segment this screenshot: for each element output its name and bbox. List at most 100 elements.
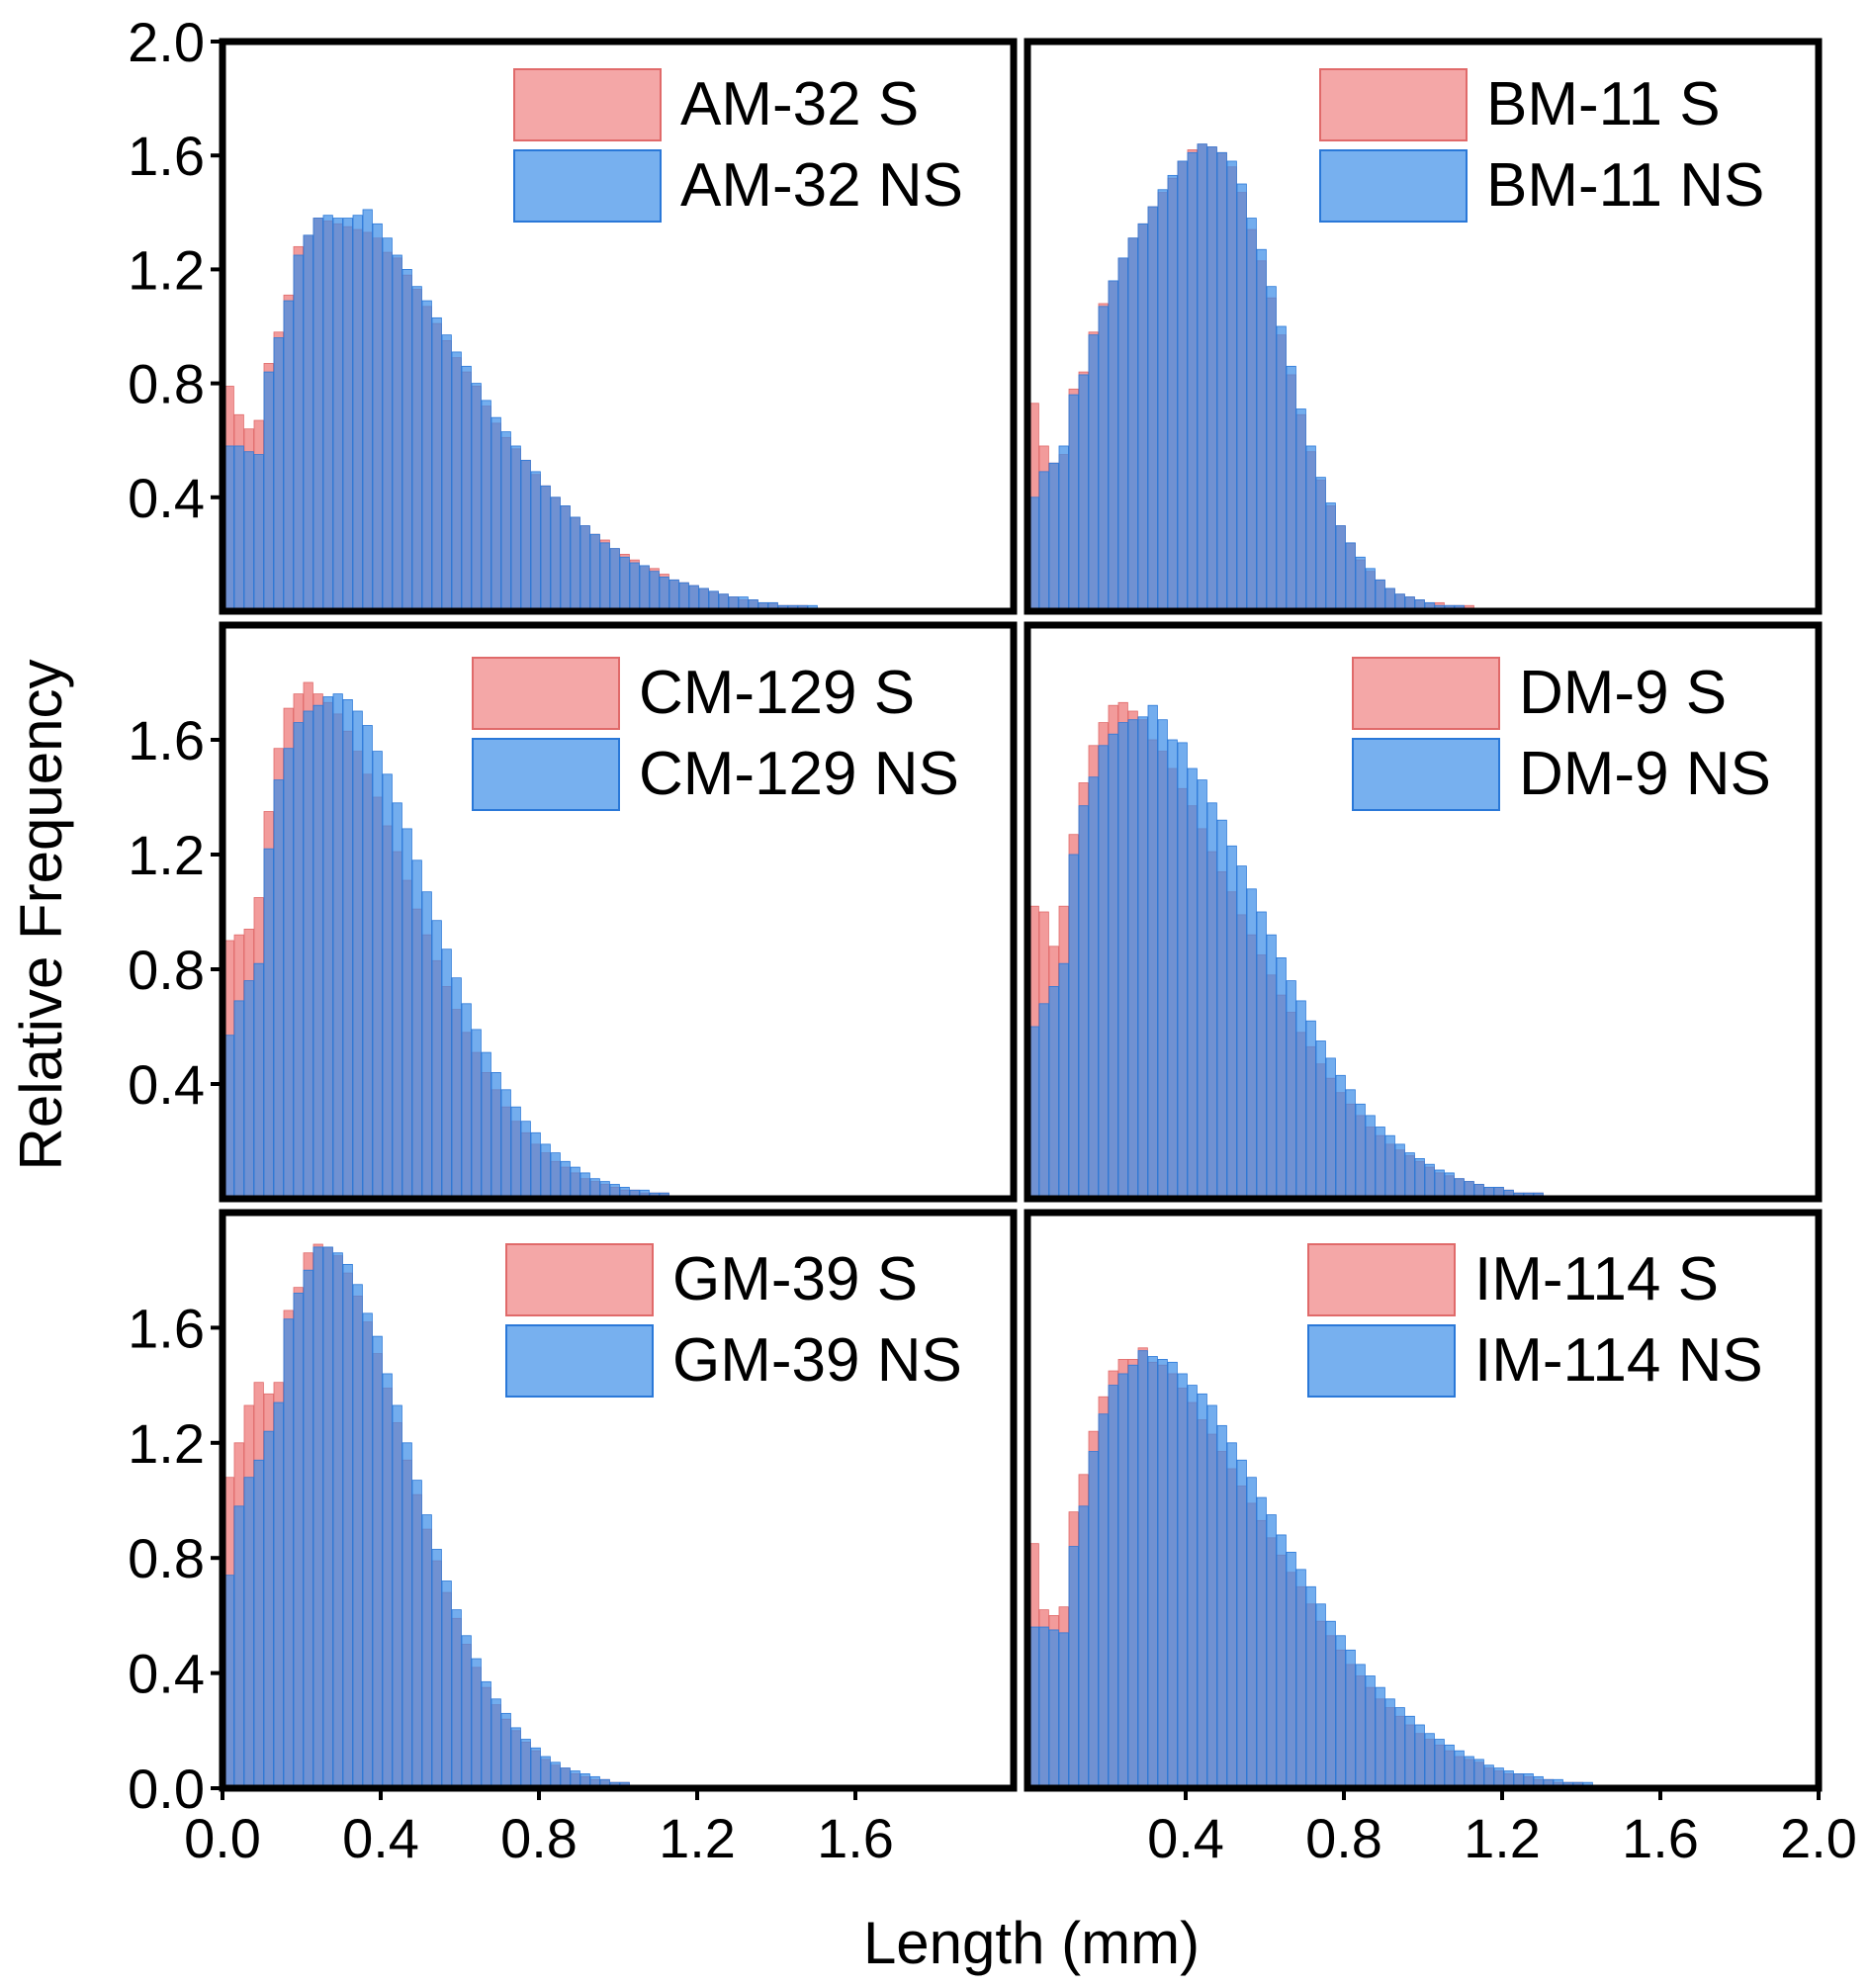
- bar-ns: [342, 1263, 353, 1789]
- bar-ns: [471, 383, 482, 612]
- bar-ns: [1038, 1003, 1049, 1200]
- bar-ns: [1276, 957, 1287, 1200]
- bar-ns: [461, 1635, 472, 1789]
- bar-ns: [1177, 742, 1188, 1200]
- bar-ns: [1187, 1385, 1198, 1789]
- bar-ns: [668, 579, 679, 612]
- bar-ns: [1127, 719, 1138, 1200]
- bar-ns: [1098, 306, 1109, 612]
- bar-ns: [1236, 865, 1247, 1200]
- y-tick-label: 2.0: [128, 11, 205, 73]
- bar-ns: [352, 1284, 363, 1789]
- bar-ns: [1325, 1057, 1336, 1200]
- bar-ns: [1454, 1750, 1465, 1789]
- bar-ns: [1137, 223, 1148, 612]
- bar-ns: [1088, 1451, 1099, 1789]
- x-tick-label: 0.4: [342, 1807, 419, 1869]
- bar-ns: [1177, 160, 1188, 612]
- panel-5: 0.0 0.4 0.8 1.2 1.6 0.0 0.4 0.8 1.2 1.6 GM-39 S GM-…: [128, 1209, 1018, 1869]
- bar-ns: [322, 215, 333, 612]
- bar-ns: [1404, 1152, 1415, 1200]
- bar-ns: [1365, 568, 1376, 612]
- bar-ns: [619, 556, 630, 612]
- bar-ns: [530, 1131, 541, 1200]
- y-tick-label: 1.6: [128, 1297, 205, 1359]
- bar-ns: [1434, 1739, 1445, 1789]
- bar-ns: [1068, 854, 1079, 1200]
- bar-ns: [253, 454, 264, 612]
- bar-ns: [1256, 248, 1267, 612]
- bar-ns: [411, 286, 422, 612]
- bar-ns: [1335, 1074, 1346, 1200]
- bar-ns: [1365, 1675, 1376, 1789]
- bar-ns: [1375, 1127, 1385, 1200]
- panel-4: DM-9 S DM-9 NS: [1024, 621, 1823, 1203]
- bar-ns: [639, 565, 650, 612]
- bar-ns: [540, 1756, 551, 1789]
- bar-ns: [392, 1404, 402, 1789]
- bar-ns: [1384, 1698, 1395, 1789]
- bar-ns: [1226, 845, 1237, 1200]
- legend-label: GM-39 NS: [672, 1326, 962, 1395]
- bar-ns: [579, 1172, 590, 1200]
- bar-ns: [253, 1459, 264, 1789]
- bar-ns: [421, 300, 432, 612]
- bar-ns: [1127, 1364, 1138, 1789]
- legend-label: GM-39 S: [672, 1245, 918, 1313]
- bar-ns: [1315, 1040, 1326, 1200]
- bar-ns: [352, 710, 363, 1200]
- bar-ns: [490, 416, 501, 612]
- bar-ns: [1206, 146, 1217, 612]
- bar-ns: [1127, 237, 1138, 612]
- bar-ns: [411, 859, 422, 1200]
- bar-ns: [382, 773, 393, 1200]
- bar-ns: [1384, 1134, 1395, 1200]
- y-tick-label: 1.2: [128, 824, 205, 886]
- bar-ns: [1305, 445, 1316, 612]
- bar-ns: [362, 209, 373, 612]
- bar-ns: [233, 445, 244, 612]
- bar-ns: [431, 920, 442, 1200]
- bar-ns: [1048, 1629, 1059, 1789]
- bar-ns: [1038, 1626, 1049, 1789]
- bar-ns: [1375, 579, 1385, 612]
- bar-ns: [510, 1727, 521, 1789]
- bar-ns: [1256, 911, 1267, 1200]
- bar-ns: [431, 1549, 442, 1789]
- bar-ns: [1394, 1707, 1405, 1789]
- y-tick-label: 1.2: [128, 238, 205, 301]
- bar-ns: [1078, 374, 1089, 612]
- x-tick-label: 2.0: [1780, 1807, 1857, 1869]
- bar-ns: [362, 1312, 373, 1789]
- bar-ns: [1098, 1413, 1109, 1789]
- bar-ns: [1216, 1424, 1227, 1789]
- x-axis-label: Length (mm): [863, 1910, 1200, 1976]
- legend-swatch: [1352, 738, 1500, 811]
- bar-ns: [471, 1658, 482, 1789]
- bar-ns: [1355, 556, 1366, 612]
- bar-ns: [312, 704, 323, 1200]
- bar-ns: [392, 802, 402, 1200]
- bar-ns: [1305, 1020, 1316, 1200]
- panel-frame: [1024, 38, 1823, 615]
- bar-ns: [1335, 1635, 1346, 1789]
- legend-label: AM-32 NS: [680, 151, 963, 220]
- y-tick-label: 0.8: [128, 1527, 205, 1589]
- bar-ns: [283, 300, 294, 612]
- bar-ns: [303, 1269, 313, 1789]
- bar-ns: [1117, 1373, 1128, 1789]
- x-tick-label: 1.6: [817, 1807, 894, 1869]
- bar-ns: [1226, 160, 1237, 612]
- bar-ns: [332, 1252, 343, 1789]
- bar-ns: [431, 316, 442, 612]
- bar-ns: [1473, 1759, 1484, 1789]
- legend-swatch: [1307, 1324, 1456, 1398]
- bar-ns: [1295, 1569, 1306, 1789]
- bar-ns: [1444, 1172, 1455, 1200]
- bar-ns: [1414, 1724, 1425, 1789]
- bar-ns: [293, 722, 304, 1200]
- bar-ns: [312, 1246, 323, 1789]
- bar-ns: [1236, 1459, 1247, 1789]
- bar-ns: [500, 1712, 511, 1789]
